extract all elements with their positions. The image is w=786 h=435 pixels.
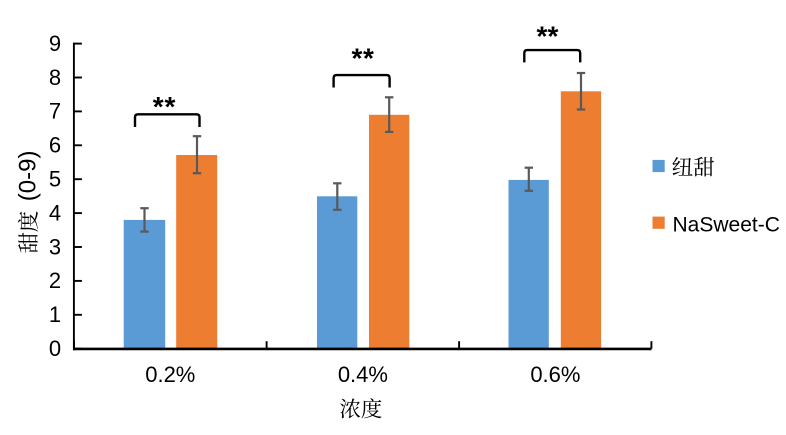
svg-text:1: 1 bbox=[49, 302, 61, 327]
svg-text:3: 3 bbox=[49, 234, 61, 259]
svg-text:*: * bbox=[548, 21, 559, 52]
svg-text:8: 8 bbox=[49, 65, 61, 90]
svg-text:0: 0 bbox=[49, 336, 61, 361]
svg-text:7: 7 bbox=[49, 99, 61, 124]
svg-text:*: * bbox=[363, 43, 374, 74]
svg-text:0.6%: 0.6% bbox=[530, 362, 580, 387]
svg-text:(0-9): (0-9) bbox=[14, 151, 41, 202]
svg-text:0.2%: 0.2% bbox=[145, 362, 195, 387]
svg-text:4: 4 bbox=[49, 200, 61, 225]
svg-text:*: * bbox=[164, 91, 175, 122]
svg-text:2: 2 bbox=[49, 268, 61, 293]
svg-text:*: * bbox=[536, 21, 547, 52]
svg-text:*: * bbox=[153, 91, 164, 122]
svg-text:*: * bbox=[352, 43, 363, 74]
svg-text:0.4%: 0.4% bbox=[338, 362, 388, 387]
svg-text:5: 5 bbox=[49, 167, 61, 192]
svg-text:6: 6 bbox=[49, 133, 61, 158]
svg-text:9: 9 bbox=[49, 31, 61, 56]
svg-text:NaSweet-C: NaSweet-C bbox=[673, 214, 780, 237]
